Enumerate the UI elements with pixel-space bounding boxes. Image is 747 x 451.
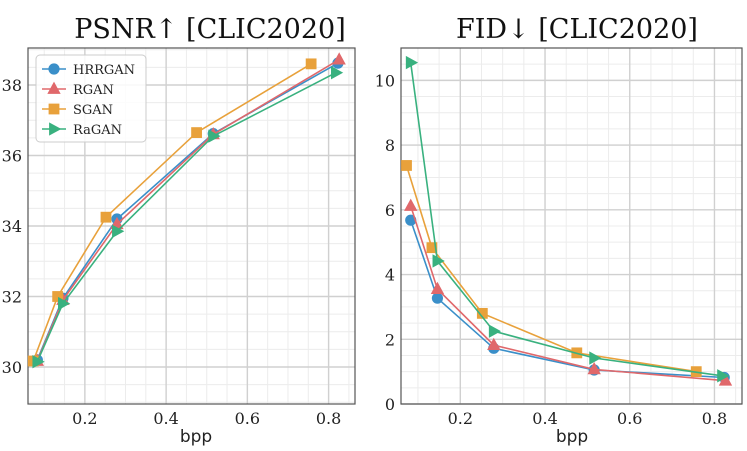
x-axis-label: bpp: [180, 427, 212, 447]
series-rgan: [404, 198, 733, 386]
y-tick-label: 10: [375, 71, 395, 90]
series-hrrgan: [405, 214, 730, 384]
legend-label: HRRGAN: [73, 63, 135, 78]
chart-title: FID↓ [CLIC2020]: [456, 14, 698, 45]
fid-chart: FID↓ [CLIC2020] bpp 0.2 0.4 0.6 0.8 0 2 4 6 8 10: [375, 14, 743, 447]
series-ragan: [405, 55, 730, 383]
x-tick-label: 0.2: [448, 409, 473, 428]
series-line: [405, 165, 697, 373]
legend-label: RGAN: [73, 83, 114, 98]
data-point: [404, 198, 418, 211]
data-point: [112, 224, 125, 238]
legend-marker: [48, 63, 60, 75]
data-point: [718, 373, 733, 386]
data-point: [487, 337, 501, 350]
legend-item-rgan: RGAN: [42, 81, 114, 98]
data-point: [191, 127, 202, 138]
data-point: [208, 129, 221, 143]
data-point: [426, 242, 438, 254]
y-tick-label: 8: [385, 136, 395, 155]
x-tick-label: 0.4: [153, 409, 178, 428]
data-point: [58, 296, 71, 311]
data-point: [332, 52, 346, 65]
plot-frame: [400, 47, 743, 405]
data-point: [717, 369, 730, 383]
series-sgan: [401, 160, 702, 378]
y-tick-label: 0: [385, 395, 395, 414]
y-tick-label: 30: [2, 358, 22, 377]
legend-item-hrrgan: HRRGAN: [42, 63, 135, 78]
data-point: [405, 55, 419, 70]
data-point: [401, 160, 412, 171]
legend-marker: [47, 81, 61, 94]
data-point: [488, 324, 502, 338]
data-point: [331, 65, 344, 80]
legend-marker: [48, 103, 60, 115]
legend: HRRGAN RGAN SGAN RaGAN: [35, 54, 147, 143]
legend-marker: [49, 122, 62, 136]
legend-label: RaGAN: [73, 123, 122, 138]
data-point: [52, 291, 64, 302]
x-tick-label: 0.8: [316, 409, 341, 428]
y-tick-label: 32: [2, 287, 22, 306]
data-point: [589, 351, 602, 365]
plot-frame: [27, 47, 356, 405]
legend-item-sgan: SGAN: [42, 103, 113, 118]
data-point: [32, 355, 45, 369]
legend-label: SGAN: [73, 103, 113, 118]
y-tick-label: 4: [385, 266, 395, 285]
data-point: [100, 211, 112, 223]
y-tick-label: 2: [385, 330, 395, 349]
legend-item-ragan: RaGAN: [42, 122, 122, 138]
series-ragan: [32, 65, 344, 369]
data-point: [587, 362, 601, 375]
data-point: [476, 307, 488, 319]
x-tick-label: 0.4: [532, 409, 557, 428]
data-point: [305, 58, 317, 70]
y-tick-label: 6: [385, 201, 395, 220]
psnr-chart: PSNR↑ [CLIC2020] bpp 0.2 0.4 0.6 0.8 30 32 34 3…: [2, 14, 356, 447]
x-tick-label: 0.6: [235, 409, 260, 428]
series-line: [409, 219, 725, 379]
data-point: [432, 254, 445, 268]
y-tick-label: 38: [2, 76, 22, 95]
series-line: [409, 205, 726, 382]
chart-title: PSNR↑ [CLIC2020]: [74, 14, 346, 45]
x-tick-label: 0.8: [702, 409, 727, 428]
x-axis-label: bpp: [556, 427, 588, 447]
y-tick-label: 36: [2, 147, 22, 166]
x-tick-label: 0.2: [72, 409, 97, 428]
y-tick-label: 34: [2, 217, 22, 236]
data-point: [431, 292, 444, 304]
legend-box: [35, 54, 147, 143]
x-tick-label: 0.6: [617, 409, 642, 428]
data-point: [430, 281, 445, 295]
